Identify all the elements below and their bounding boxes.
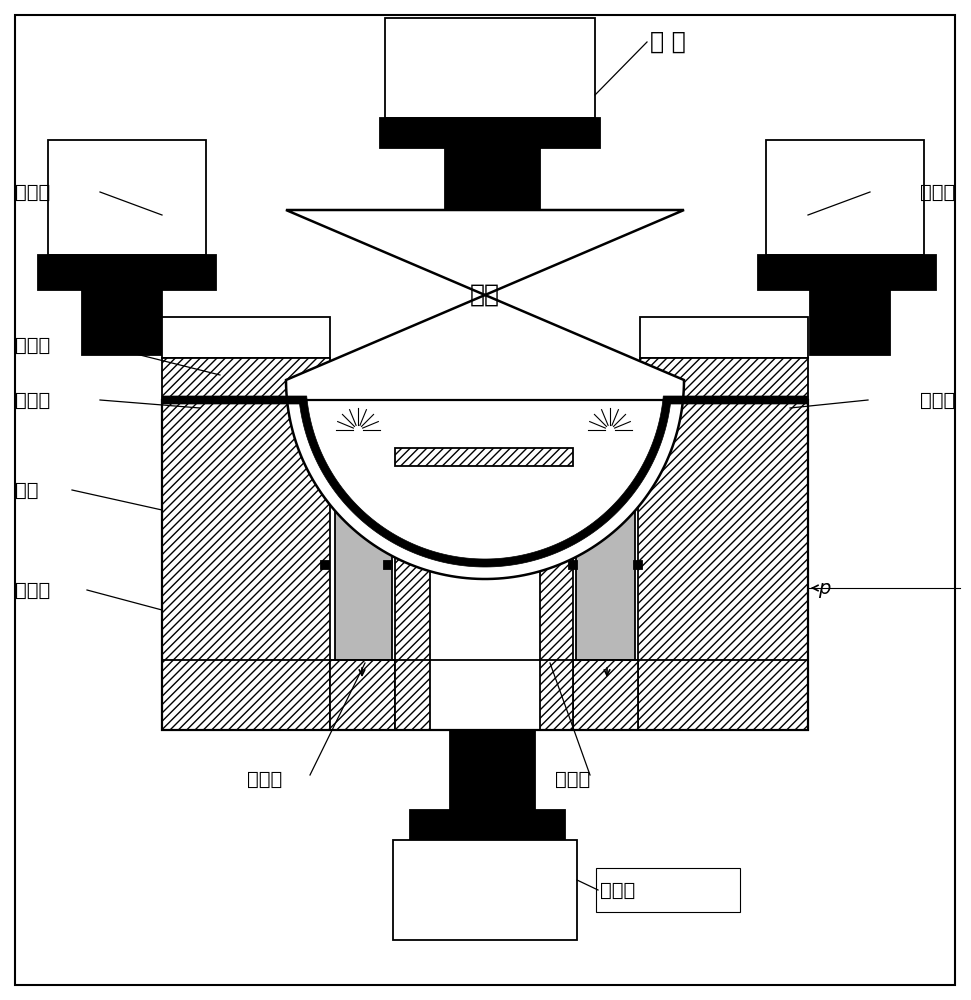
Bar [640,317,808,358]
Bar [430,530,540,730]
Text: 顶出缸: 顶出缸 [600,880,635,900]
Bar [445,148,540,210]
Bar [640,358,808,400]
Text: 密封圈: 密封圈 [15,390,50,410]
Bar [335,448,392,660]
Bar [410,810,565,840]
Bar [395,530,573,730]
Polygon shape [162,396,808,567]
Bar [162,400,330,730]
Bar [766,140,924,255]
Text: 凹模: 凹模 [15,481,39,499]
Bar [638,400,808,730]
Text: 密封圈: 密封圈 [920,390,955,410]
Text: 压边缸: 压边缸 [920,182,955,202]
Bar [385,18,595,118]
Bar [162,400,808,730]
Bar [634,561,642,569]
Text: 主 缸: 主 缸 [650,30,686,54]
Bar [569,561,577,569]
Bar [162,358,330,400]
Bar [330,400,395,448]
Text: 充液室: 充液室 [15,580,50,599]
Text: 凸模: 凸模 [470,283,500,307]
Bar [573,660,638,730]
Bar [395,400,573,448]
Polygon shape [286,210,684,579]
Bar [576,448,635,660]
Bar [330,660,395,730]
Text: 压边缸: 压边缸 [15,182,50,202]
Bar [573,400,638,448]
Bar [450,730,535,810]
Bar [395,448,573,466]
Bar [384,561,392,569]
Bar [810,290,890,355]
Text: 压边圈: 压边圈 [15,336,50,355]
Bar [395,448,573,530]
Bar [380,118,600,148]
Bar [82,290,162,355]
Bar [393,840,577,940]
Text: 密封圈: 密封圈 [248,770,283,789]
Bar [38,255,216,290]
Bar [758,255,936,290]
Text: p: p [818,578,830,597]
Bar [162,317,330,358]
Text: 背压模: 背压模 [555,770,590,789]
Bar [321,561,329,569]
Bar [48,140,206,255]
